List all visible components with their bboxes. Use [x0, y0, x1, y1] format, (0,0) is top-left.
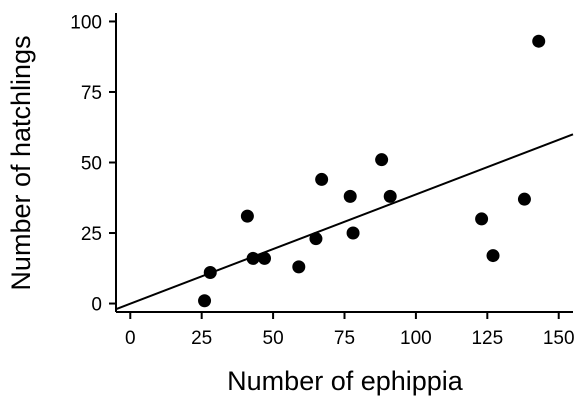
data-point	[315, 172, 329, 186]
data-point	[258, 251, 272, 265]
y-tick-label: 25	[81, 224, 102, 245]
x-tick-label: 0	[125, 328, 136, 349]
regression-layer	[115, 133, 574, 311]
y-tick-label: 50	[81, 154, 102, 175]
regression-line	[115, 133, 574, 311]
x-tick-label: 125	[471, 328, 503, 349]
x-tick-label: 75	[334, 328, 355, 349]
axis-ticks: 0 25 50 75 100 125 150 0 25 50 75 100	[70, 12, 574, 349]
axes-frame	[115, 13, 573, 313]
data-point	[240, 209, 254, 223]
x-tick-label: 150	[543, 328, 575, 349]
data-point	[346, 226, 360, 240]
data-point	[198, 294, 212, 308]
data-point	[486, 249, 500, 263]
x-axis-title: Number of ephippia	[227, 366, 464, 396]
data-point	[475, 212, 489, 226]
y-tick-label: 75	[81, 83, 102, 104]
data-point	[343, 189, 357, 203]
data-point	[383, 189, 397, 203]
data-point	[532, 34, 546, 48]
y-tick-label: 0	[91, 295, 102, 316]
data-point	[309, 232, 323, 246]
x-tick-label: 100	[400, 328, 432, 349]
y-tick-label: 100	[70, 12, 102, 33]
data-points	[198, 34, 546, 308]
data-point	[517, 192, 531, 206]
data-point	[375, 153, 389, 167]
data-point	[246, 251, 260, 265]
data-point	[203, 266, 217, 280]
data-point	[292, 260, 306, 274]
x-tick-label: 25	[191, 328, 212, 349]
y-axis-title: Number of hatchlings	[6, 35, 36, 290]
x-tick-label: 50	[263, 328, 284, 349]
